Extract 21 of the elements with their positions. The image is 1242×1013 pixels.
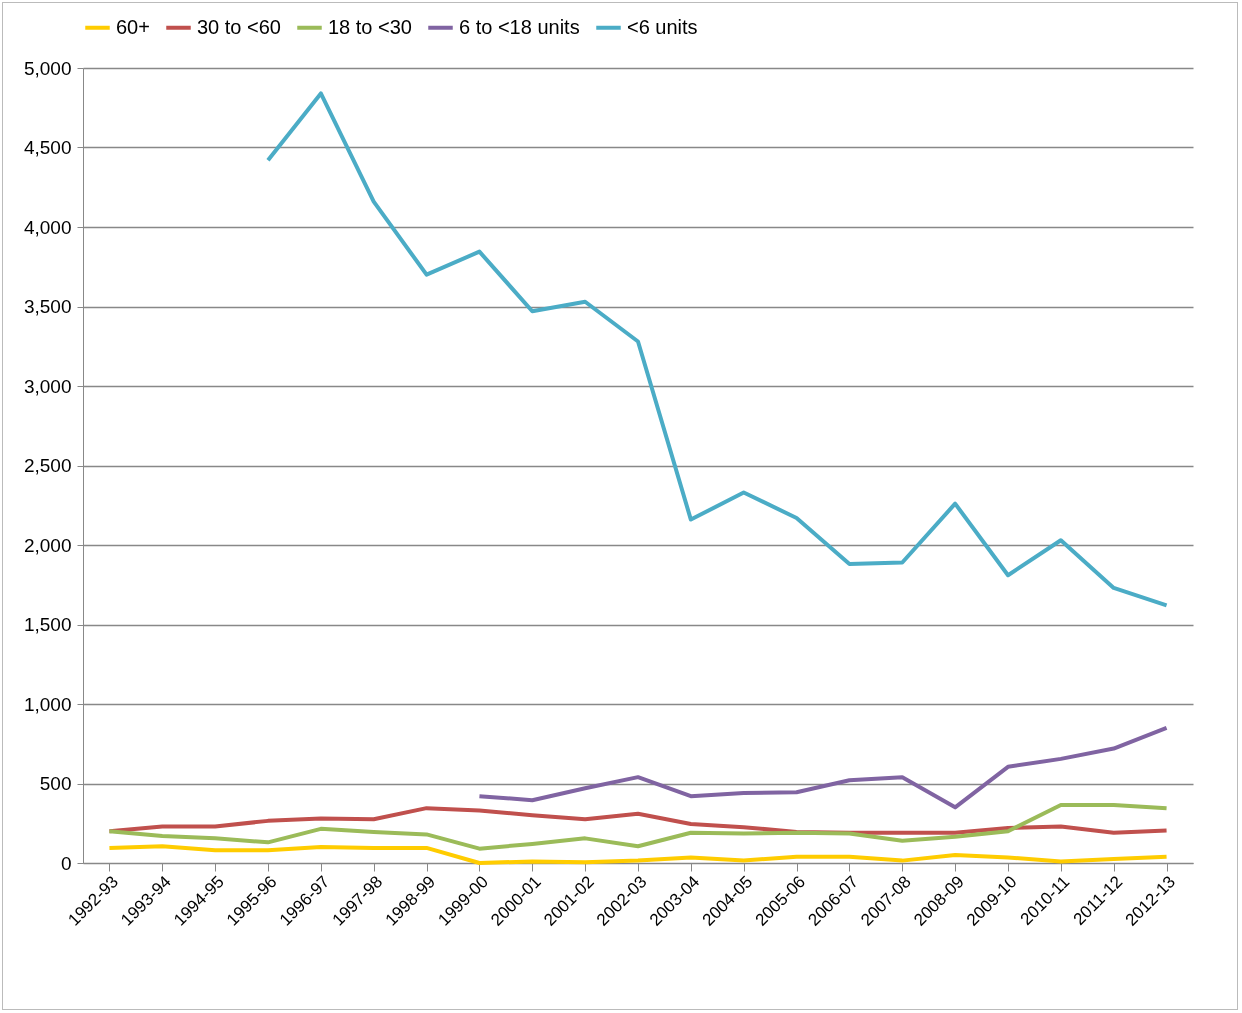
y-tick-label: 5,000 [23, 57, 72, 79]
y-tick-label: 4,500 [23, 137, 72, 158]
y-tick-label: 1,000 [23, 693, 72, 715]
y-tick-label: 3,500 [23, 296, 72, 317]
legend-label: 60+ [116, 15, 150, 38]
y-tick-label: 2,000 [23, 534, 72, 556]
y-tick-label: 3,000 [23, 375, 72, 397]
y-tick-label: 2,500 [23, 455, 72, 476]
legend-label: 30 to <60 [197, 15, 281, 38]
legend-label: <6 units [627, 15, 698, 38]
legend-label: 6 to <18 units [459, 15, 580, 38]
line-series [107, 844, 1169, 865]
line-series [266, 91, 1169, 608]
legend-label: 18 to <30 [328, 15, 412, 38]
y-tick-label: 1,500 [23, 614, 72, 635]
line-series [477, 725, 1169, 810]
y-tick-label: 0 [60, 852, 72, 874]
y-tick-label: 4,000 [23, 216, 72, 238]
y-tick-label: 500 [39, 773, 72, 794]
line-series [107, 802, 1169, 851]
line-series [107, 806, 1169, 835]
